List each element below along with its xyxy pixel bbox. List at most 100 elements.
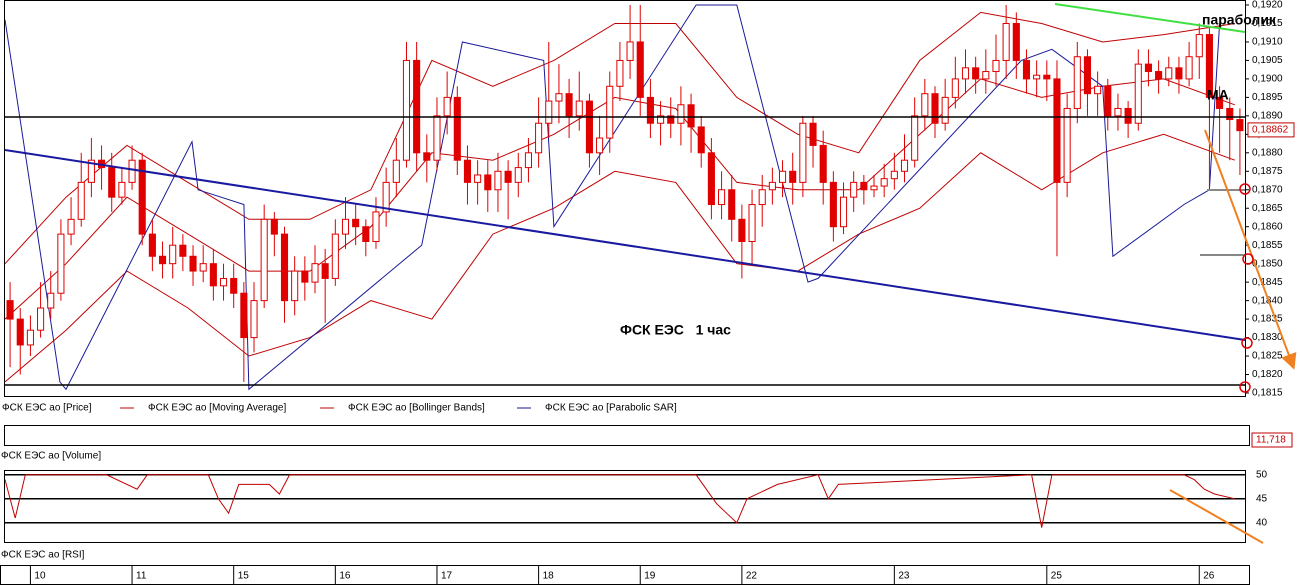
candle-body: [453, 96, 461, 161]
candle-body: [565, 93, 573, 117]
candle-body: [372, 211, 380, 242]
candle-body: [219, 277, 228, 287]
candle-body: [280, 233, 289, 302]
candle-body: [382, 181, 390, 213]
annotation: параболик: [1202, 12, 1277, 28]
candle-body: [839, 196, 848, 228]
candle-body: [16, 318, 24, 346]
y-tick-label: 50: [1256, 469, 1268, 480]
candle-body: [514, 167, 522, 183]
candle-body: [789, 170, 797, 183]
candle-body: [626, 41, 634, 61]
candle-body: [484, 174, 492, 191]
candle-body: [799, 122, 807, 183]
y-tick-label: 0,1860: [1252, 221, 1283, 232]
y-tick-label: 0,1855: [1252, 240, 1283, 251]
candle-body: [1094, 85, 1102, 95]
target-circle: [1241, 337, 1253, 349]
candle-body: [1226, 107, 1234, 121]
candle-body: [1155, 71, 1163, 80]
candle-body: [443, 96, 451, 117]
candle-body: [270, 218, 278, 235]
candle-body: [402, 59, 411, 161]
candle-body: [463, 159, 472, 183]
candle-body: [1165, 67, 1173, 80]
target-circle: [1242, 253, 1254, 265]
candle-body: [657, 115, 665, 124]
candle-body: [961, 67, 970, 80]
candle-body: [1134, 63, 1142, 124]
candle-body: [951, 78, 959, 98]
candle-body: [545, 100, 553, 124]
candle-body: [667, 115, 675, 124]
candle-body: [1175, 67, 1183, 80]
candle-body: [1205, 34, 1213, 98]
y-tick-label: 0,1905: [1252, 55, 1283, 66]
candle-body: [524, 152, 532, 169]
candle-body: [118, 181, 126, 198]
candle-body: [352, 218, 360, 228]
legend-label: ФСК ЕЭС ао [Parabolic SAR]: [545, 403, 677, 414]
y-tick-label: 0,1915: [1252, 18, 1283, 29]
candle-body: [1033, 74, 1041, 80]
candle-body: [870, 185, 878, 191]
legend-label: ФСК ЕЭС ао [Bollinger Bands]: [348, 403, 485, 414]
candle-body: [860, 181, 868, 191]
x-tick-label: 17: [441, 571, 453, 582]
rsi-line: [5, 474, 1235, 528]
candle-body: [890, 170, 898, 180]
candle-body: [697, 126, 705, 154]
y-tick-label: 0,1835: [1252, 314, 1283, 325]
candle-body: [931, 93, 939, 124]
x-tick-label: 25: [1051, 571, 1063, 582]
candle-body: [1053, 78, 1061, 183]
candle-body: [911, 115, 919, 161]
y-tick-label: 0,1820: [1252, 369, 1283, 380]
candle-body: [829, 181, 837, 228]
candle-body: [1063, 107, 1071, 183]
candle-body: [209, 263, 217, 287]
price-panel: [4, 0, 1246, 397]
candle-body: [179, 244, 187, 257]
candle-body: [646, 96, 654, 124]
candle-body: [6, 300, 14, 320]
volume-panel: [4, 425, 1250, 446]
candle-body: [260, 218, 268, 302]
y-tick-label: 45: [1256, 493, 1268, 504]
candle-body: [1002, 22, 1010, 61]
candle-body: [636, 41, 644, 98]
legend-label: ФСК ЕЭС ао [Price]: [2, 403, 92, 414]
candle-body: [169, 244, 177, 265]
x-tick-label: 16: [339, 571, 351, 582]
candle-body: [1114, 107, 1122, 117]
candle-body: [982, 71, 990, 80]
candle-body: [1073, 56, 1081, 109]
candle-body: [606, 85, 614, 139]
x-tick-label: 18: [543, 571, 555, 582]
candle-body: [311, 263, 319, 283]
y-tick-label: 0,1875: [1252, 166, 1283, 177]
y-tick-label: 0,1900: [1252, 74, 1283, 85]
candle-body: [972, 67, 980, 80]
candle-body: [77, 181, 85, 220]
candle-body: [900, 159, 909, 172]
y-tick-label: 0,1845: [1252, 277, 1283, 288]
volume-value: 11,718: [1256, 435, 1286, 446]
last-price-label: 0,18862: [1252, 125, 1289, 136]
y-tick-label: 0,1870: [1252, 184, 1283, 195]
candle-body: [108, 167, 116, 198]
candle-body: [880, 178, 888, 187]
x-tick-label: 15: [238, 571, 250, 582]
band-upper: [5, 11, 1235, 265]
candle-body: [128, 159, 136, 183]
candle-body: [87, 159, 95, 183]
candle-body: [718, 189, 726, 206]
candle-body: [738, 218, 746, 242]
annotation: МА: [1207, 87, 1229, 103]
trend-line: [1054, 3, 1246, 33]
candle-body: [992, 59, 1000, 73]
candle-body: [1012, 22, 1020, 61]
y-tick-label: 0,1890: [1252, 110, 1283, 121]
